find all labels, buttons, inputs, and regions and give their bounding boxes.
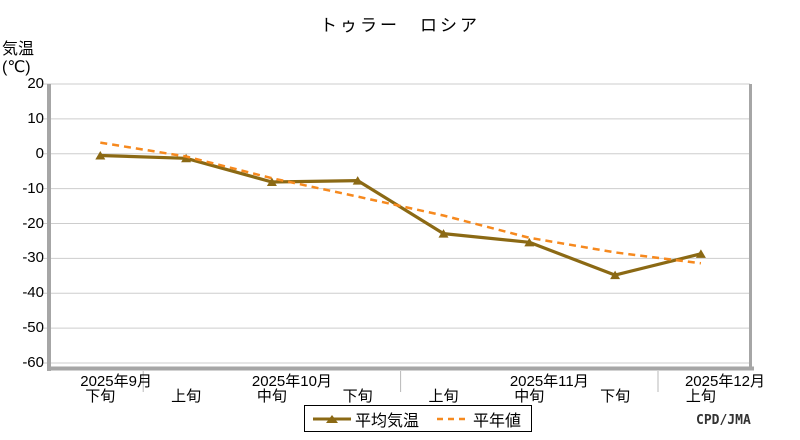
- data-point-marker: [438, 229, 449, 238]
- y-axis-unit-line1: 気温: [2, 41, 35, 58]
- y-tick-label--50: -50: [22, 319, 44, 337]
- plot-right-border: [749, 84, 752, 370]
- legend-label-normal: 平年値: [473, 412, 522, 430]
- y-tick-label-0: 0: [35, 144, 44, 162]
- y-tick-label--40: -40: [22, 284, 44, 302]
- x-period-label-3: 下旬: [342, 388, 373, 405]
- y-tick-label--30: -30: [22, 249, 44, 267]
- y-tick-label-20: 20: [27, 75, 44, 92]
- data-point-marker: [95, 150, 106, 160]
- x-month-label: 2025年9月: [80, 373, 152, 390]
- legend-mean-temp-line-sample: [313, 414, 351, 423]
- x-period-label-2: 中旬: [256, 388, 287, 405]
- y-axis-unit-line2: (℃): [2, 59, 31, 76]
- credit-label: CPD/JMA: [696, 413, 751, 428]
- x-period-label-5: 中旬: [514, 388, 545, 405]
- x-period-label-4: 上旬: [428, 388, 459, 405]
- y-tick-label--10: -10: [22, 179, 44, 197]
- x-month-label: 2025年11月: [509, 373, 589, 390]
- data-point-marker: [352, 176, 363, 185]
- x-period-label-7: 上旬: [685, 388, 716, 405]
- y-tick-label--20: -20: [22, 214, 44, 232]
- series-line-0: [100, 153, 702, 277]
- legend-label-mean-temp: 平均気温: [355, 412, 420, 430]
- y-axis-spine: [47, 84, 51, 371]
- legend: 平均気温 平年値: [304, 405, 532, 432]
- data-point-marker: [695, 249, 706, 258]
- data-point-marker: [266, 177, 277, 186]
- legend-normal-line-sample: [437, 417, 470, 420]
- y-axis-unit-label: 気温 (℃): [2, 41, 34, 77]
- x-period-label-0: 下旬: [85, 388, 116, 405]
- chart-title: トゥラー ロシア: [320, 16, 480, 35]
- series-line-1: [100, 141, 702, 265]
- x-month-label: 2025年10月: [251, 373, 332, 390]
- data-point-marker: [181, 153, 192, 163]
- x-month-label: 2025年12月: [684, 373, 766, 390]
- x-period-label-6: 下旬: [600, 388, 631, 405]
- y-tick-label--60: -60: [22, 354, 44, 371]
- y-tick-label-10: 10: [27, 109, 44, 127]
- x-axis-spine: [47, 366, 754, 371]
- x-period-label-1: 上旬: [171, 388, 202, 405]
- data-point-marker: [524, 237, 535, 247]
- data-point-marker: [610, 270, 621, 280]
